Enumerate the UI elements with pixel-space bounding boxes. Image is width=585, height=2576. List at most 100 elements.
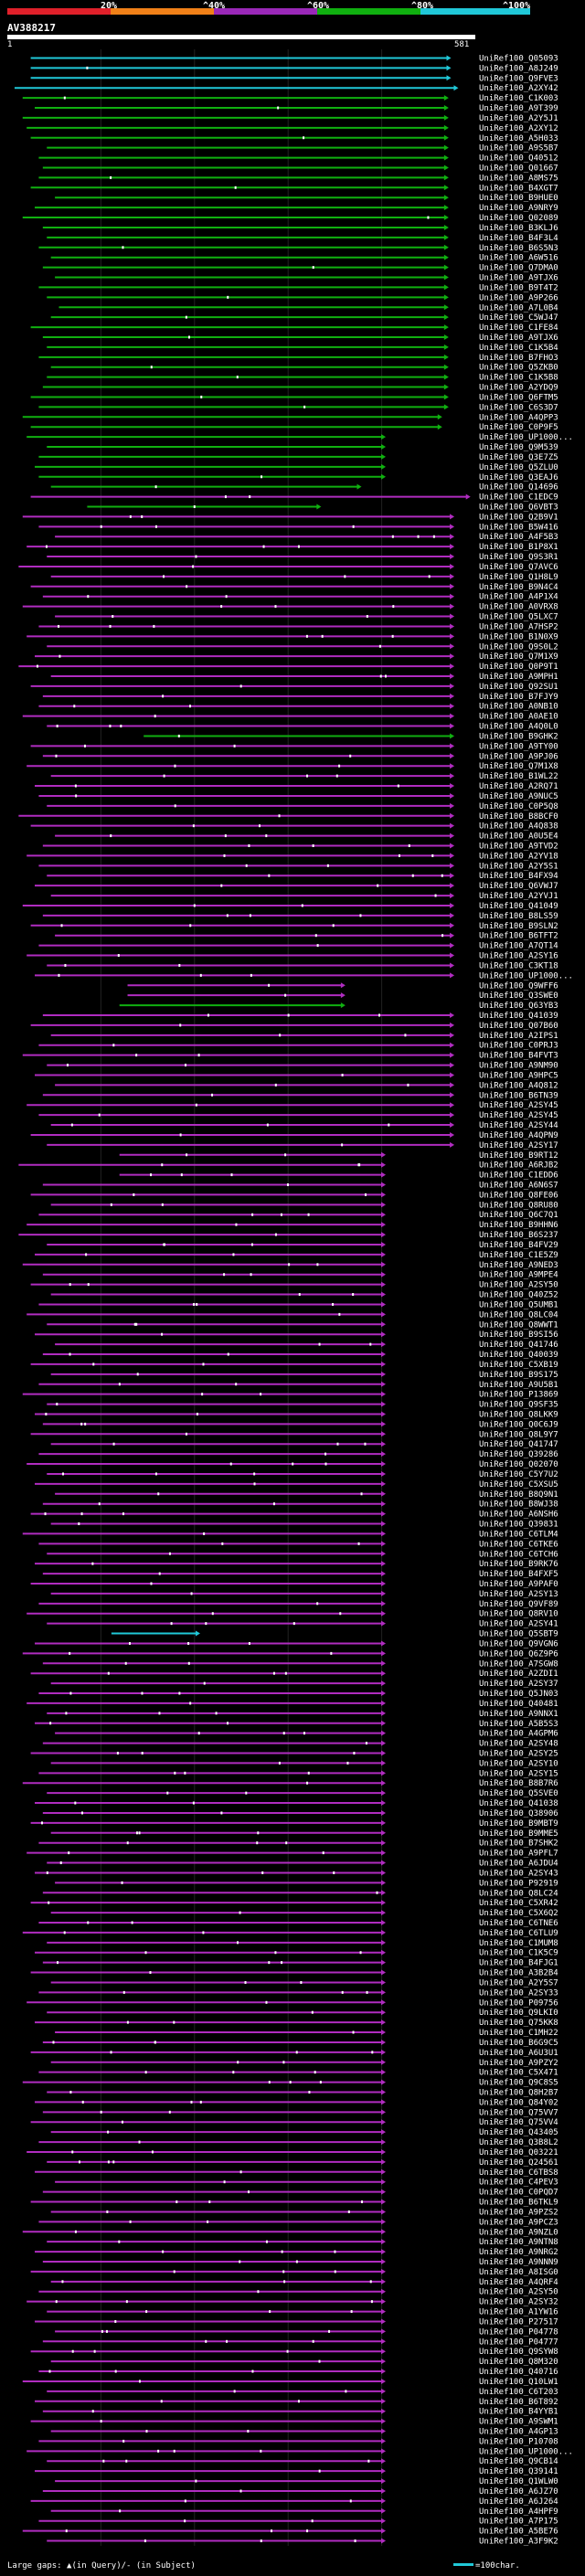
hit-label[interactable]: UniRef100_A9NTN8: [479, 2238, 558, 2247]
hit-label[interactable]: UniRef100_C1EDD6: [479, 1171, 558, 1181]
hit-label[interactable]: UniRef100_B6G9C5: [479, 2039, 558, 2048]
hit-label[interactable]: UniRef100_Q5ZLU0: [479, 463, 558, 472]
hit-label[interactable]: UniRef100_C0P9F5: [479, 423, 558, 432]
hit-label[interactable]: UniRef100_Q40716: [479, 2368, 558, 2377]
hit-label[interactable]: UniRef100_B7FJY9: [479, 693, 558, 702]
hit-label[interactable]: UniRef100_Q5ZKB0: [479, 364, 558, 373]
hit-label[interactable]: UniRef100_B5W416: [479, 523, 558, 532]
hit-label[interactable]: UniRef100_Q92SU1: [479, 683, 558, 692]
hit-label[interactable]: UniRef100_Q3EAJ6: [479, 473, 558, 482]
hit-label[interactable]: UniRef100_B4FXF5: [479, 1570, 558, 1579]
hit-label[interactable]: UniRef100_A9PFL7: [479, 1850, 558, 1859]
hit-label[interactable]: UniRef100_A9TY00: [479, 742, 558, 751]
hit-label[interactable]: UniRef100_A8J249: [479, 64, 558, 73]
hit-label[interactable]: UniRef100_UP1000...: [479, 2447, 573, 2456]
hit-label[interactable]: UniRef100_Q75KK8: [479, 2019, 558, 2028]
hit-label[interactable]: UniRef100_C1K003: [479, 94, 558, 103]
hit-label[interactable]: UniRef100_Q01667: [479, 164, 558, 173]
hit-label[interactable]: UniRef100_A3B2B4: [479, 1969, 558, 1978]
hit-label[interactable]: UniRef100_A2SY13: [479, 1590, 558, 1599]
hit-label[interactable]: UniRef100_A9P266: [479, 293, 558, 302]
hit-label[interactable]: UniRef100_Q8WWT1: [479, 1320, 558, 1330]
hit-label[interactable]: UniRef100_A6JZ70: [479, 2487, 558, 2496]
hit-label[interactable]: UniRef100_A2XY42: [479, 84, 558, 93]
hit-label[interactable]: UniRef100_A0VRX8: [479, 603, 558, 612]
hit-label[interactable]: UniRef100_Q7AVC6: [479, 563, 558, 572]
hit-label[interactable]: UniRef100_C5Y7U2: [479, 1470, 558, 1479]
hit-label[interactable]: UniRef100_Q41746: [479, 1341, 558, 1350]
hit-label[interactable]: UniRef100_C0P5Q8: [479, 802, 558, 811]
hit-label[interactable]: UniRef100_A2SY10: [479, 1759, 558, 1768]
hit-label[interactable]: UniRef100_A4QPP3: [479, 413, 558, 422]
hit-label[interactable]: UniRef100_A6U3U1: [479, 2049, 558, 2058]
hit-label[interactable]: UniRef100_A0NB10: [479, 703, 558, 712]
hit-label[interactable]: UniRef100_A9NM90: [479, 1062, 558, 1071]
hit-label[interactable]: UniRef100_A9MPH1: [479, 673, 558, 682]
hit-label[interactable]: UniRef100_A2YDQ9: [479, 384, 558, 393]
hit-label[interactable]: UniRef100_Q75VV4: [479, 2118, 558, 2127]
hit-label[interactable]: UniRef100_UP1000...: [479, 433, 573, 442]
hit-label[interactable]: UniRef100_P04777: [479, 2337, 558, 2347]
hit-label[interactable]: UniRef100_Q40512: [479, 154, 558, 164]
hit-label[interactable]: UniRef100_A2SY41: [479, 1620, 558, 1629]
hit-label[interactable]: UniRef100_B9MBT9: [479, 1819, 558, 1829]
hit-label[interactable]: UniRef100_Q43405: [479, 2128, 558, 2137]
hit-label[interactable]: UniRef100_A2Y5J1: [479, 114, 558, 123]
hit-label[interactable]: UniRef100_Q6C7Q1: [479, 1211, 558, 1220]
hit-label[interactable]: UniRef100_B4FVT3: [479, 1052, 558, 1061]
hit-label[interactable]: UniRef100_A6J264: [479, 2497, 558, 2507]
hit-label[interactable]: UniRef100_B4FX94: [479, 872, 558, 881]
hit-label[interactable]: UniRef100_Q41747: [479, 1440, 558, 1449]
hit-label[interactable]: UniRef100_A6N6S7: [479, 1182, 558, 1191]
hit-label[interactable]: UniRef100_B9N4C4: [479, 583, 558, 592]
hit-label[interactable]: UniRef100_A2SY44: [479, 1121, 558, 1130]
hit-label[interactable]: UniRef100_Q39831: [479, 1521, 558, 1530]
hit-label[interactable]: UniRef100_A2Y5S1: [479, 862, 558, 871]
hit-label[interactable]: UniRef100_B8WJ38: [479, 1500, 558, 1510]
hit-label[interactable]: UniRef100_C1MUM8: [479, 1939, 558, 1948]
hit-label[interactable]: UniRef100_Q14696: [479, 483, 558, 493]
hit-label[interactable]: UniRef100_C6TCH6: [479, 1550, 558, 1559]
hit-label[interactable]: UniRef100_C4PEV3: [479, 2178, 558, 2188]
hit-label[interactable]: UniRef100_B9RT12: [479, 1151, 558, 1161]
hit-label[interactable]: UniRef100_B3KLJ6: [479, 224, 558, 233]
hit-label[interactable]: UniRef100_A9PZY2: [479, 2059, 558, 2068]
hit-label[interactable]: UniRef100_C5XSU5: [479, 1480, 558, 1489]
hit-label[interactable]: UniRef100_C1E5Z9: [479, 1251, 558, 1260]
hit-label[interactable]: UniRef100_Q1H8L9: [479, 573, 558, 582]
hit-label[interactable]: UniRef100_C3KT18: [479, 961, 558, 970]
hit-label[interactable]: UniRef100_A9TJX6: [479, 334, 558, 343]
hit-label[interactable]: UniRef100_Q41049: [479, 902, 558, 911]
hit-label[interactable]: UniRef100_B1N0X9: [479, 632, 558, 641]
hit-label[interactable]: UniRef100_B6S5N3: [479, 244, 558, 253]
hit-label[interactable]: UniRef100_B9HHN6: [479, 1221, 558, 1230]
hit-label[interactable]: UniRef100_Q8FE06: [479, 1191, 558, 1200]
hit-label[interactable]: UniRef100_Q9M539: [479, 443, 558, 452]
hit-label[interactable]: UniRef100_B1WL22: [479, 772, 558, 781]
hit-label[interactable]: UniRef100_B9SI56: [479, 1330, 558, 1340]
hit-label[interactable]: UniRef100_A2ZDI1: [479, 1670, 558, 1679]
hit-label[interactable]: UniRef100_Q0P9T1: [479, 663, 558, 672]
hit-label[interactable]: UniRef100_A9NNN9: [479, 2258, 558, 2267]
hit-label[interactable]: UniRef100_C6TLU9: [479, 1929, 558, 1938]
hit-label[interactable]: UniRef100_P92919: [479, 1879, 558, 1888]
hit-label[interactable]: UniRef100_Q8RV10: [479, 1610, 558, 1619]
hit-label[interactable]: UniRef100_B9S175: [479, 1371, 558, 1380]
hit-label[interactable]: UniRef100_Q9WFF6: [479, 981, 558, 991]
hit-label[interactable]: UniRef100_A9TVD2: [479, 843, 558, 852]
hit-label[interactable]: UniRef100_Q2B9V1: [479, 513, 558, 522]
hit-label[interactable]: UniRef100_C5XR42: [479, 1899, 558, 1908]
hit-label[interactable]: UniRef100_C5X471: [479, 2069, 558, 2078]
hit-label[interactable]: UniRef100_C0PRJ3: [479, 1042, 558, 1051]
hit-label[interactable]: UniRef100_C1FE84: [479, 323, 558, 333]
hit-label[interactable]: UniRef100_A6JDU4: [479, 1860, 558, 1869]
hit-label[interactable]: UniRef100_Q03221: [479, 2148, 558, 2157]
hit-label[interactable]: UniRef100_Q5JN03: [479, 1690, 558, 1699]
hit-label[interactable]: UniRef100_A1YW16: [479, 2308, 558, 2317]
hit-label[interactable]: UniRef100_Q38906: [479, 1809, 558, 1818]
hit-label[interactable]: UniRef100_B4XGT7: [479, 184, 558, 193]
hit-label[interactable]: UniRef100_A2SY25: [479, 1749, 558, 1758]
hit-label[interactable]: UniRef100_Q9CB14: [479, 2457, 558, 2466]
hit-label[interactable]: UniRef100_B8Q9N1: [479, 1490, 558, 1500]
hit-label[interactable]: UniRef100_B8BCF0: [479, 812, 558, 822]
